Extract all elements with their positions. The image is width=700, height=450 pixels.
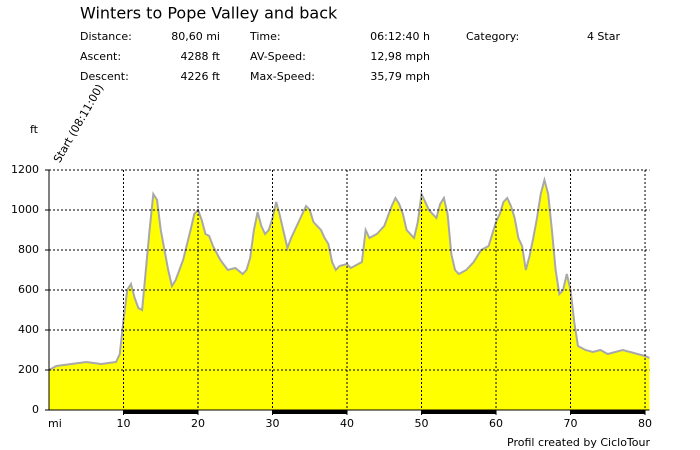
stat-value: 4 Star [587, 30, 621, 43]
x-tick-label: 50 [415, 417, 429, 430]
footer: Profil created by CicloTour [507, 436, 650, 449]
elevation-line [48, 176, 650, 371]
x-tick-label: 10 [117, 417, 131, 430]
stat-value: 80,60 mi [171, 30, 220, 43]
y-tick-label: 800 [18, 243, 39, 256]
y-tick-label: 0 [32, 403, 39, 416]
chart-title: Winters to Pope Valley and back [80, 4, 338, 23]
distance-band [272, 410, 348, 414]
stat-value: 35,79 mph [370, 70, 430, 83]
distance-band [570, 410, 646, 414]
elevation-area [49, 180, 650, 410]
x-axis-label: mi [48, 417, 62, 430]
y-tick-label: 600 [18, 283, 39, 296]
y-axis-label: ft [30, 123, 39, 136]
stat-value: 4288 ft [181, 50, 221, 63]
x-tick-label: 70 [564, 417, 578, 430]
stat-label: Ascent: [80, 50, 121, 63]
start-annotation: Start (08:11:00) [51, 82, 106, 165]
x-tick-label: 80 [638, 417, 652, 430]
x-tick-label: 60 [489, 417, 503, 430]
stat-label: Category: [466, 30, 519, 43]
x-tick-label: 40 [340, 417, 354, 430]
stat-label: AV-Speed: [250, 50, 306, 63]
x-tick-label: 30 [266, 417, 280, 430]
stat-label: Time: [249, 30, 281, 43]
stat-label: Max-Speed: [250, 70, 315, 83]
y-tick-label: 1200 [11, 163, 39, 176]
stat-value: 12,98 mph [370, 50, 430, 63]
y-tick-label: 1000 [11, 203, 39, 216]
stat-value: 4226 ft [181, 70, 221, 83]
y-tick-label: 400 [18, 323, 39, 336]
distance-band [123, 410, 199, 414]
stat-label: Distance: [80, 30, 132, 43]
y-tick-label: 200 [18, 363, 39, 376]
stat-label: Descent: [80, 70, 129, 83]
stat-value: 06:12:40 h [370, 30, 430, 43]
distance-band [421, 410, 497, 414]
x-tick-label: 20 [191, 417, 205, 430]
